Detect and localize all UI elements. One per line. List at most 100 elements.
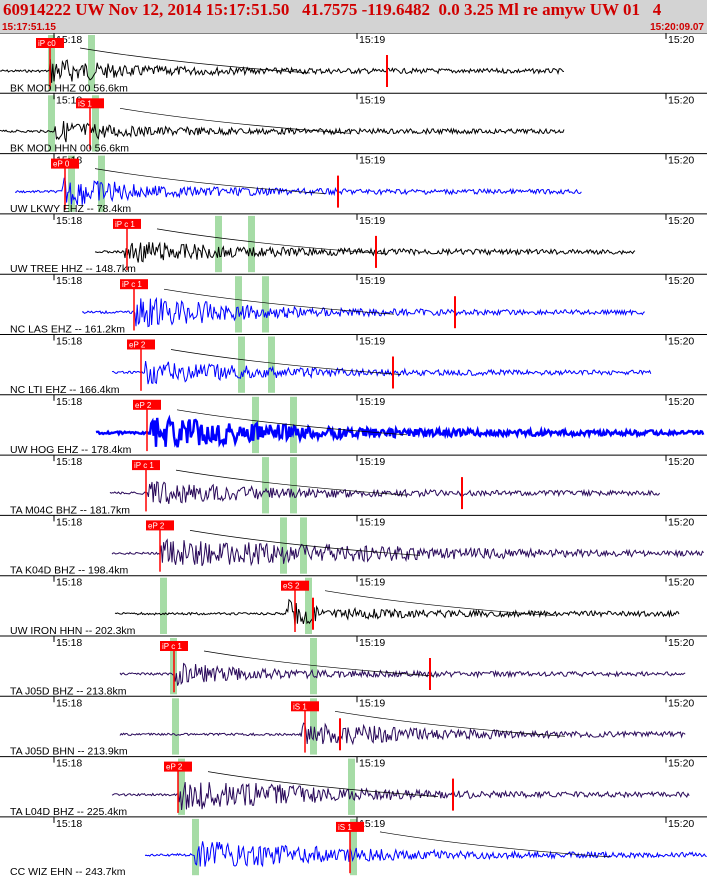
phase-pick-label: eP 2 — [166, 763, 183, 772]
envelope-curve — [207, 771, 439, 797]
envelope-curve — [156, 228, 388, 255]
analysis-window — [48, 95, 55, 152]
time-label: 15:19 — [359, 637, 385, 649]
envelope-curve — [119, 107, 351, 134]
phase-pick-label: iS 1 — [78, 99, 92, 108]
analysis-window — [280, 517, 287, 574]
time-label: 15:20 — [668, 275, 694, 287]
phase-pick-box — [281, 580, 309, 591]
envelope-curve — [189, 530, 421, 556]
end-time: 15:20:09.07 — [650, 22, 704, 33]
time-label: 15:19 — [359, 516, 385, 528]
time-label: 15:18 — [56, 275, 82, 287]
envelope-curve — [163, 288, 395, 315]
time-label: 15:20 — [668, 34, 694, 46]
waveform-trace — [109, 481, 661, 504]
time-label: 15:20 — [668, 818, 694, 830]
time-label: 15:18 — [56, 215, 82, 227]
seismogram-panel[interactable]: 15:18 15:19 15:20 iP c0 BK MOD HHZ 00 56.6km… — [0, 33, 707, 878]
phase-pick-label: iP c 1 — [122, 280, 142, 289]
time-label: 15:20 — [668, 155, 694, 167]
analysis-window — [310, 638, 317, 695]
phase-pick-box — [51, 158, 79, 169]
phase-pick-label: iP c 1 — [115, 220, 135, 229]
time-label: 15:20 — [668, 215, 694, 227]
channel-label: UW LKWY EHZ -- 78.4km — [10, 203, 131, 215]
time-label: 15:19 — [359, 456, 385, 468]
waveform-trace — [0, 59, 565, 83]
waveform-trace — [15, 177, 582, 206]
time-label: 15:19 — [359, 697, 385, 709]
channel-label: BK MOD HHZ 00 56.6km — [10, 82, 128, 94]
envelope-curve — [170, 349, 402, 375]
time-label: 15:18 — [56, 758, 82, 770]
time-label: 15:18 — [56, 94, 82, 106]
envelope-curve — [334, 710, 566, 737]
time-label: 15:18 — [56, 637, 82, 649]
time-label: 15:19 — [359, 818, 385, 830]
channel-label: UW IRON HHN -- 202.3km — [10, 625, 136, 637]
time-label: 15:18 — [56, 516, 82, 528]
waveform-trace — [111, 782, 690, 811]
waveform-trace — [94, 241, 636, 263]
phase-pick-label: iS 1 — [293, 702, 307, 711]
analysis-window — [262, 457, 269, 514]
phase-pick-box — [113, 218, 141, 229]
analysis-window — [248, 215, 255, 273]
time-label: 15:20 — [668, 456, 694, 468]
time-label: 15:20 — [668, 516, 694, 528]
analysis-window — [350, 818, 357, 876]
time-label: 15:19 — [359, 758, 385, 770]
analysis-window — [305, 577, 312, 634]
time-label: 15:18 — [56, 818, 82, 830]
time-label: 15:20 — [668, 396, 694, 408]
time-label: 15:18 — [56, 396, 82, 408]
waveform-trace — [111, 361, 652, 385]
channel-label: NC LAS EHZ -- 161.2km — [10, 324, 125, 336]
time-label: 15:20 — [668, 336, 694, 348]
time-label: 15:20 — [668, 94, 694, 106]
analysis-window — [92, 95, 99, 152]
envelope-curve — [176, 409, 408, 436]
envelope-curve — [324, 590, 556, 617]
phase-pick-label: eP 2 — [135, 401, 152, 410]
time-label: 15:20 — [668, 758, 694, 770]
analysis-window — [192, 818, 199, 876]
channel-label: CC WIZ EHN -- 243.7km — [10, 866, 126, 878]
time-label: 15:20 — [668, 697, 694, 709]
phase-pick-label: eP 0 — [53, 160, 70, 169]
analysis-window — [262, 276, 269, 333]
phase-pick-box — [120, 279, 148, 290]
analysis-window — [215, 215, 222, 273]
analysis-window — [235, 276, 242, 333]
phase-pick-box — [160, 641, 188, 651]
time-label: 15:18 — [56, 697, 82, 709]
phase-pick-box — [76, 98, 104, 109]
waveform-trace — [114, 598, 680, 626]
channel-label: UW TREE HHZ -- 148.7km — [10, 263, 136, 275]
phase-pick-box — [133, 399, 161, 410]
time-label: 15:19 — [359, 577, 385, 589]
time-label: 15:20 — [668, 577, 694, 589]
header-bar: 60914222 UW Nov 12, 2014 15:17:51.50 41.… — [0, 0, 707, 33]
phase-pick-box — [146, 520, 174, 531]
waveform-trace — [119, 662, 686, 686]
channel-label: TA L04D BHZ -- 225.4km — [10, 806, 127, 818]
envelope-curve — [94, 168, 326, 194]
time-label: 15:19 — [359, 34, 385, 46]
phase-pick-box — [291, 701, 319, 712]
analysis-window — [172, 698, 179, 755]
analysis-window — [268, 336, 275, 393]
phase-pick-box — [164, 761, 192, 772]
channel-label: NC LTI EHZ -- 166.4km — [10, 384, 120, 396]
event-title: 60914222 UW Nov 12, 2014 15:17:51.50 41.… — [3, 0, 662, 19]
channel-label: UW HOG EHZ -- 178.4km — [10, 444, 132, 456]
channel-label: TA J05D BHZ -- 213.8km — [10, 685, 127, 697]
channel-label: TA K04D BHZ -- 198.4km — [10, 565, 129, 577]
analysis-window — [68, 155, 75, 212]
channel-label: TA J05D BHN -- 213.9km — [10, 746, 128, 758]
analysis-window — [178, 758, 185, 815]
waveform-trace — [144, 841, 707, 868]
phase-pick-box — [36, 38, 64, 48]
time-label: 15:19 — [359, 215, 385, 227]
